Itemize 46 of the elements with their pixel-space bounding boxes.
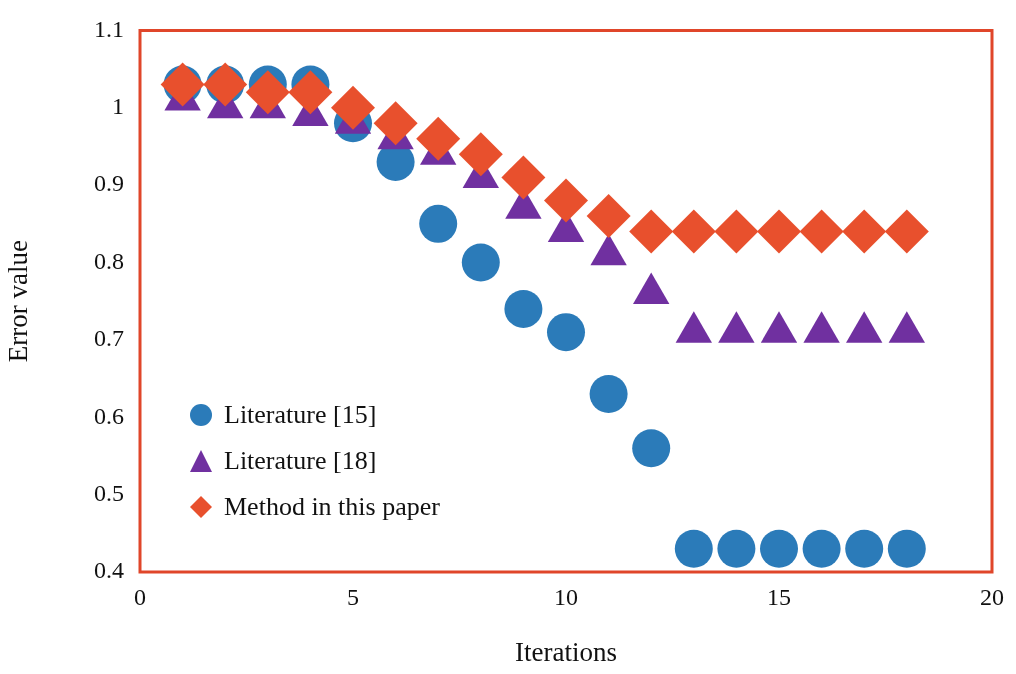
- y-tick-label: 0.4: [94, 557, 124, 584]
- point: [760, 529, 798, 568]
- point: [629, 209, 674, 254]
- x-axis-title: Iterations: [515, 636, 617, 667]
- x-tick-label: 15: [767, 583, 791, 610]
- point: [547, 313, 585, 352]
- y-tick-label: 0.9: [94, 170, 124, 197]
- point: [416, 116, 461, 161]
- point: [757, 209, 801, 254]
- point: [717, 529, 756, 568]
- y-tick-label: 0.5: [94, 479, 124, 506]
- point: [458, 132, 503, 177]
- y-tick-label: 0.8: [94, 247, 124, 274]
- y-axis-title: Error value: [3, 240, 34, 363]
- y-tick-label: 0.6: [94, 402, 124, 429]
- y-tick-label: 1: [112, 93, 124, 120]
- x-tick-label: 0: [134, 583, 146, 610]
- legend-label: Method in this paper: [224, 492, 440, 522]
- point: [887, 529, 926, 568]
- point: [331, 85, 375, 130]
- y-tick-label: 1.1: [94, 15, 124, 42]
- point: [373, 101, 418, 146]
- point: [632, 429, 671, 468]
- point: [674, 529, 713, 568]
- point: [842, 209, 887, 254]
- point: [245, 70, 290, 115]
- point: [461, 243, 500, 282]
- legend-label: Literature [18]: [224, 446, 377, 476]
- point: [845, 529, 884, 568]
- point: [802, 529, 841, 568]
- point: [419, 204, 458, 243]
- point: [586, 194, 631, 239]
- point: [671, 209, 716, 254]
- point: [504, 289, 543, 328]
- point: [288, 70, 333, 115]
- x-tick-label: 5: [347, 583, 359, 610]
- point: [884, 209, 929, 254]
- point: [544, 178, 588, 223]
- y-tick-label: 0.7: [94, 325, 124, 352]
- point: [589, 375, 628, 414]
- legend-label: Literature [15]: [224, 400, 377, 430]
- x-tick-label: 10: [554, 583, 578, 610]
- x-tick-label: 20: [980, 583, 1004, 610]
- point: [714, 209, 759, 254]
- point: [501, 155, 546, 200]
- point: [799, 209, 844, 254]
